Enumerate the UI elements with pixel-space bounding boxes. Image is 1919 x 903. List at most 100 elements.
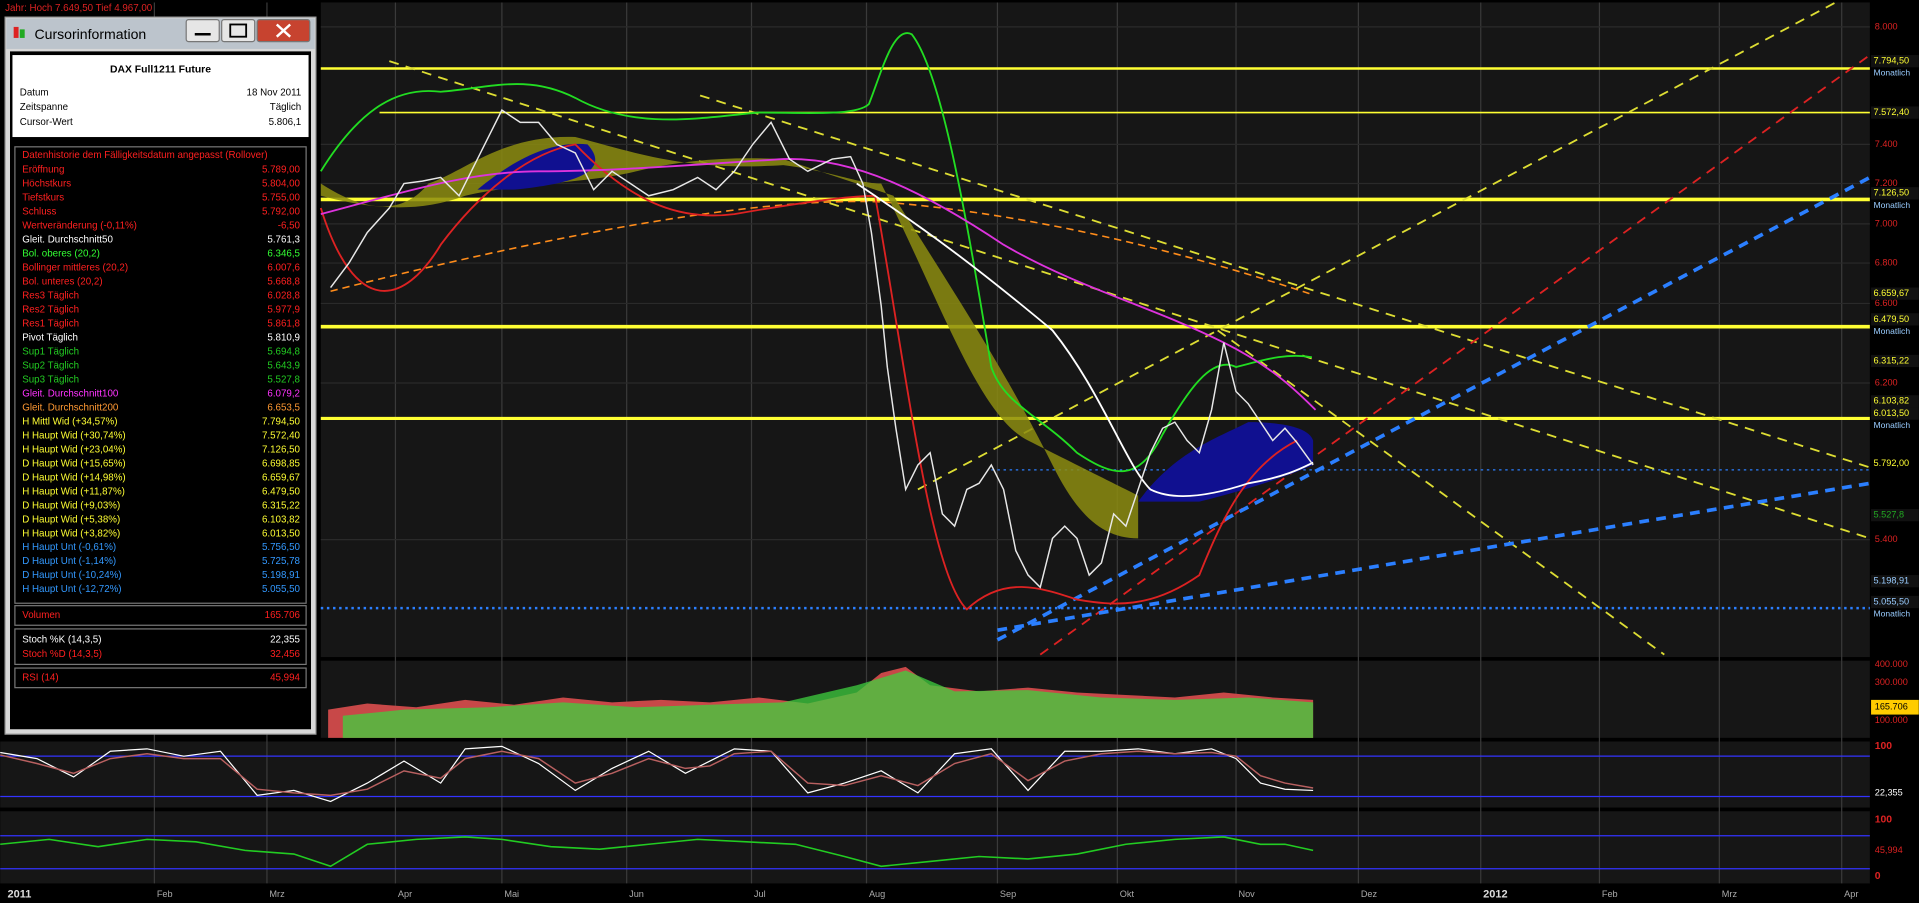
instrument: DAX Full1211 Future: [110, 64, 211, 75]
price-tag-bg: [1871, 287, 1919, 300]
price-tag: 6.659,67: [1874, 288, 1910, 298]
history-label: Pivot Täglich: [22, 332, 78, 343]
history-value: 6.079,2: [267, 388, 300, 399]
history-value: 5.668,8: [267, 277, 300, 288]
price-tag-bg: [1871, 575, 1919, 588]
minimize-button[interactable]: [185, 18, 220, 43]
history-label: Gleit. Durchschnitt200: [22, 402, 119, 413]
history-label: Bollinger mittleres (20,2): [22, 263, 128, 274]
stoch-axis-label: 100: [1875, 741, 1893, 752]
history-value: 6.698,85: [262, 458, 301, 469]
history-value: 6.007,6: [267, 263, 300, 274]
history-label: Sup1 Täglich: [22, 346, 79, 357]
history-label: Höchstkurs: [22, 179, 71, 190]
stoch-axis-label: 22,355: [1875, 787, 1903, 797]
price-tag-bg: [1871, 55, 1919, 68]
history-value: 7.794,50: [262, 416, 301, 427]
rsi-value: 45,994: [270, 672, 300, 683]
price-axis-label: 7.400: [1875, 139, 1898, 149]
history-value: 5.810,9: [267, 332, 300, 343]
price-panel: [320, 2, 1870, 658]
price-tag: 7.126,50: [1874, 188, 1910, 198]
stoch-label: Stoch %K (14,3,5): [22, 635, 101, 646]
price-tag-bg: [1871, 595, 1919, 609]
trend-line: [917, 1, 1837, 491]
history-label: D Haupt Wid (+14,98%): [22, 472, 125, 483]
price-tag-bg: [1871, 106, 1919, 119]
history-label: H Haupt Wid (+23,04%): [22, 444, 125, 455]
history-value: 5.725,78: [262, 556, 300, 567]
history-value: 5.761,3: [267, 235, 300, 246]
stoch-d: [0, 750, 1314, 797]
app-icon: [19, 29, 25, 38]
volume-tag-bg: [1871, 699, 1919, 715]
header-text: Jahr: Hoch 7.649,50 Tief 4.967,00: [5, 3, 153, 14]
month-label: Jul: [754, 889, 766, 899]
price-tag-bg: [1871, 407, 1919, 420]
price-tag: 7.572,40: [1874, 107, 1910, 117]
rsi-label: RSI (14): [22, 672, 58, 683]
price-axis-label: 7.200: [1875, 178, 1898, 188]
history-value: 5.055,50: [262, 584, 301, 595]
rsi-axis-label: 100: [1875, 815, 1893, 826]
history-value: 5.977,9: [267, 305, 300, 316]
maximize-button[interactable]: [221, 18, 256, 43]
history-value: 6.479,50: [262, 486, 301, 497]
bollinger-upper: [320, 32, 1313, 473]
history-value: 5.804,00: [262, 179, 301, 190]
price-line: [329, 109, 1314, 589]
history-value: 5.694,8: [267, 346, 300, 357]
price-tag-bg: [1871, 457, 1919, 470]
price-tag-bg: [1871, 509, 1919, 522]
history-label: Gleit. Durchschnitt50: [22, 235, 113, 246]
close-icon: [275, 23, 292, 38]
month-label: Mrz: [1722, 889, 1738, 899]
rsi-box: [14, 667, 307, 689]
moving-average-50: [856, 182, 1314, 498]
price-tag: 6.103,82: [1874, 396, 1910, 406]
history-label: Tiefstkurs: [22, 193, 64, 204]
month-label: Aug: [869, 889, 885, 899]
bollinger-lower: [319, 143, 1298, 611]
month-label: Apr: [1844, 889, 1858, 899]
volume-value: 165.706: [265, 610, 300, 621]
history-value: 5.861,8: [267, 318, 300, 329]
price-tag-note: Monatlich: [1874, 68, 1911, 78]
history-box: [14, 146, 307, 604]
rsi-axis-label: 0: [1875, 871, 1881, 882]
price-tag: 5.198,91: [1874, 576, 1910, 586]
info-label: Datum: [20, 88, 49, 99]
history-value: 5.198,91: [262, 570, 300, 581]
moving-average-200: [330, 200, 1310, 295]
month-label: Feb: [1602, 889, 1618, 899]
history-label: Gleit. Durchschnitt100: [22, 388, 119, 399]
trend-line: [1217, 329, 1665, 656]
history-value: 5.643,9: [267, 360, 300, 371]
price-axis-label: 8.000: [1875, 21, 1898, 31]
history-label: D Haupt Unt (-1,14%): [22, 556, 116, 567]
rsi-line: [0, 836, 1314, 868]
history-value: 7.126,50: [262, 444, 301, 455]
history-label: H Haupt Wid (+3,82%): [22, 528, 120, 539]
month-label: 2011: [8, 888, 32, 900]
month-label: Mrz: [269, 889, 285, 899]
history-label: H Haupt Wid (+30,74%): [22, 430, 125, 441]
trend-line: [996, 175, 1871, 642]
stoch-box: [14, 628, 307, 666]
history-value: 5.755,00: [262, 193, 301, 204]
price-tag-bg: [1871, 395, 1919, 408]
history-label: D Haupt Wid (+5,38%): [22, 514, 120, 525]
price-axis-label: 7.000: [1875, 218, 1898, 228]
history-label: Wertveränderung (-0,11%): [22, 221, 137, 232]
history-value: 6.653,5: [267, 402, 300, 413]
month-label: Mai: [504, 889, 519, 899]
month-label: Feb: [157, 889, 173, 899]
price-axis-label: 6.200: [1875, 377, 1898, 387]
history-value: 5.527,8: [267, 374, 300, 385]
history-value: 6.103,82: [262, 514, 300, 525]
window-title: Cursorinformation: [34, 26, 146, 42]
history-label: H Mittl Wid (+34,57%): [22, 416, 117, 427]
volume-axis-label: 100.000: [1875, 715, 1908, 725]
